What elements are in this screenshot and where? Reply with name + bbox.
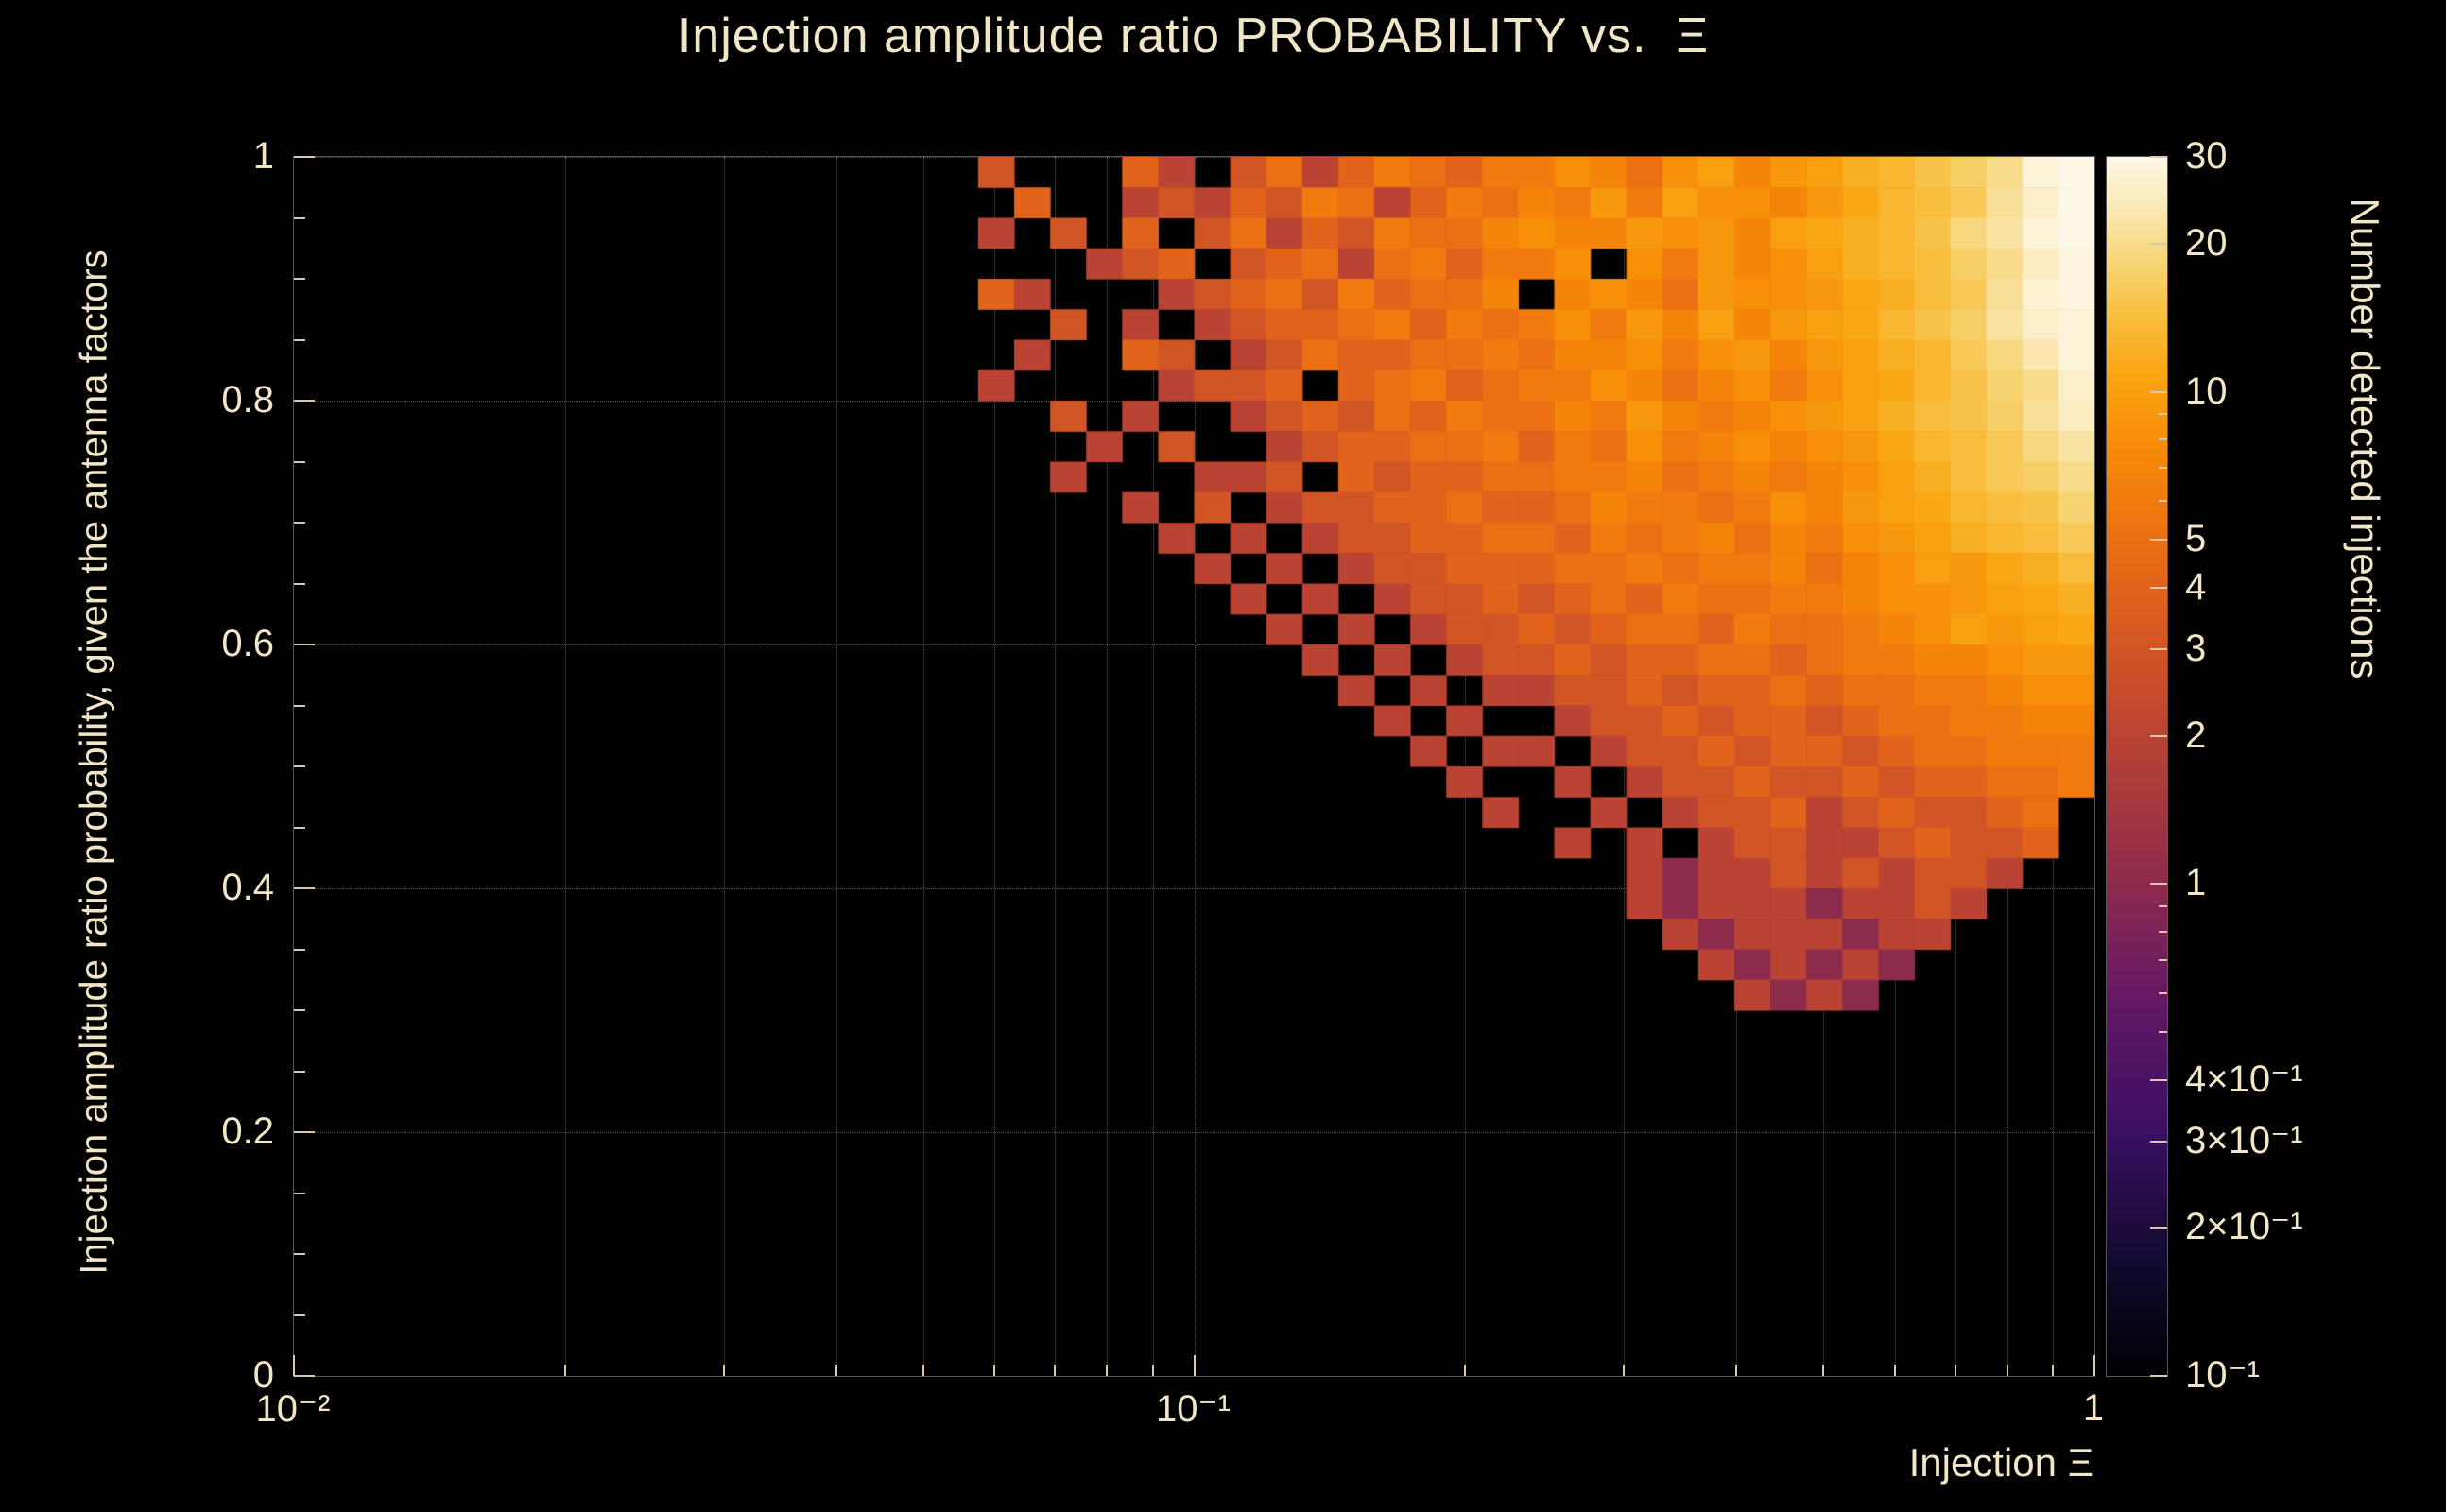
colorbar-minor-tick <box>2159 413 2167 416</box>
y-minor-tick <box>294 1192 305 1194</box>
colorbar-minor-tick <box>2159 905 2167 908</box>
x-minor-tick <box>993 1365 996 1376</box>
plot-area <box>293 156 2095 1377</box>
y-minor-tick <box>294 278 305 280</box>
colorbar-tick-label: 3 <box>2185 627 2207 669</box>
colorbar-minor-tick <box>2159 1078 2167 1081</box>
colorbar-minor-tick <box>2159 991 2167 994</box>
y-minor-tick <box>294 1009 305 1011</box>
x-minor-tick <box>2006 1365 2008 1376</box>
y-minor-tick <box>294 1070 305 1073</box>
y-minor-tick <box>294 400 305 402</box>
y-minor-tick <box>294 948 305 951</box>
x-minor-tick <box>563 1365 566 1376</box>
x-minor-tick <box>1893 1365 1896 1376</box>
x-minor-tick <box>1464 1365 1467 1376</box>
x-minor-tick <box>1954 1365 1956 1376</box>
colorbar-minor-tick <box>2159 1140 2167 1143</box>
x-minor-tick <box>835 1365 837 1376</box>
y-major-tick <box>294 156 315 158</box>
y-minor-tick <box>294 582 305 585</box>
colorbar-title: Number detected injections <box>2343 198 2387 679</box>
colorbar-major-tick <box>2150 156 2167 158</box>
x-major-tick <box>293 1355 295 1376</box>
y-minor-tick <box>294 216 305 219</box>
colorbar-minor-tick <box>2159 539 2167 541</box>
colorbar-major-tick <box>2150 883 2167 885</box>
colorbar-tick-label: 20 <box>2185 221 2228 264</box>
y-minor-tick <box>294 826 305 829</box>
colorbar <box>2106 156 2168 1377</box>
chart-title: Injection amplitude ratio PROBABILITY vs… <box>677 9 1710 63</box>
colorbar-tick-label: 3×10⁻¹ <box>2185 1119 2303 1161</box>
colorbar-minor-tick <box>2159 467 2167 470</box>
colorbar-minor-tick <box>2159 734 2167 737</box>
y-minor-tick <box>294 704 305 707</box>
colorbar-minor-tick <box>2159 1031 2167 1033</box>
y-minor-tick <box>294 644 305 645</box>
x-minor-tick <box>722 1365 725 1376</box>
colorbar-minor-tick <box>2159 930 2167 933</box>
y-minor-tick <box>294 1131 305 1133</box>
colorbar-tick-label: 5 <box>2185 518 2207 560</box>
colorbar-tick-label: 10 <box>2185 369 2228 412</box>
colorbar-minor-tick <box>2159 1227 2167 1229</box>
y-minor-tick <box>294 522 305 524</box>
x-minor-tick <box>1151 1365 1154 1376</box>
colorbar-minor-tick <box>2159 647 2167 650</box>
y-minor-tick <box>294 1314 305 1316</box>
x-minor-tick <box>1623 1365 1625 1376</box>
colorbar-tick-label: 2 <box>2185 713 2207 756</box>
colorbar-tick-label: 30 <box>2185 135 2228 177</box>
x-major-tick <box>2093 1355 2095 1376</box>
colorbar-minor-tick <box>2159 500 2167 502</box>
y-minor-tick <box>294 1253 305 1255</box>
y-axis-title: Injection amplitude ratio probability, g… <box>73 249 115 1275</box>
y-minor-tick <box>294 887 305 889</box>
y-minor-tick <box>294 765 305 767</box>
colorbar-tick-label: 1 <box>2185 862 2207 904</box>
x-minor-tick <box>1822 1365 1825 1376</box>
y-major-tick <box>294 1375 315 1377</box>
colorbar-gradient <box>2107 157 2167 1376</box>
y-tick-label: 0 <box>252 1354 274 1396</box>
x-minor-tick <box>1106 1365 1109 1376</box>
x-minor-tick <box>1054 1365 1056 1376</box>
colorbar-minor-tick <box>2159 242 2167 245</box>
x-minor-tick <box>1735 1365 1737 1376</box>
heatmap-canvas <box>294 157 2094 1376</box>
colorbar-minor-tick <box>2159 438 2167 440</box>
colorbar-minor-tick <box>2159 586 2167 589</box>
x-minor-tick <box>922 1365 924 1376</box>
colorbar-major-tick <box>2150 390 2167 393</box>
y-minor-tick <box>294 338 305 341</box>
colorbar-tick-label: 10⁻¹ <box>2185 1354 2260 1396</box>
x-tick-label: 10⁻² <box>255 1388 331 1430</box>
x-tick-label: 10⁻¹ <box>1156 1388 1231 1430</box>
colorbar-tick-label: 2×10⁻¹ <box>2185 1206 2303 1248</box>
x-major-tick <box>1193 1355 1196 1376</box>
y-tick-label: 0.8 <box>221 379 274 421</box>
x-minor-tick <box>2052 1365 2055 1376</box>
colorbar-tick-label: 4×10⁻¹ <box>2185 1057 2303 1100</box>
x-axis-title: Injection Ξ <box>1908 1440 2093 1485</box>
y-tick-label: 0.4 <box>221 867 274 908</box>
axis-ticks <box>293 156 2095 1377</box>
colorbar-tick-label: 4 <box>2185 565 2207 608</box>
colorbar-minor-tick <box>2159 958 2167 961</box>
y-minor-tick <box>294 460 305 463</box>
colorbar-major-tick <box>2150 1375 2167 1377</box>
x-tick-label: 1 <box>2082 1387 2105 1429</box>
y-tick-label: 1 <box>252 135 274 177</box>
y-tick-label: 0.2 <box>221 1110 274 1152</box>
y-tick-label: 0.6 <box>221 623 274 664</box>
